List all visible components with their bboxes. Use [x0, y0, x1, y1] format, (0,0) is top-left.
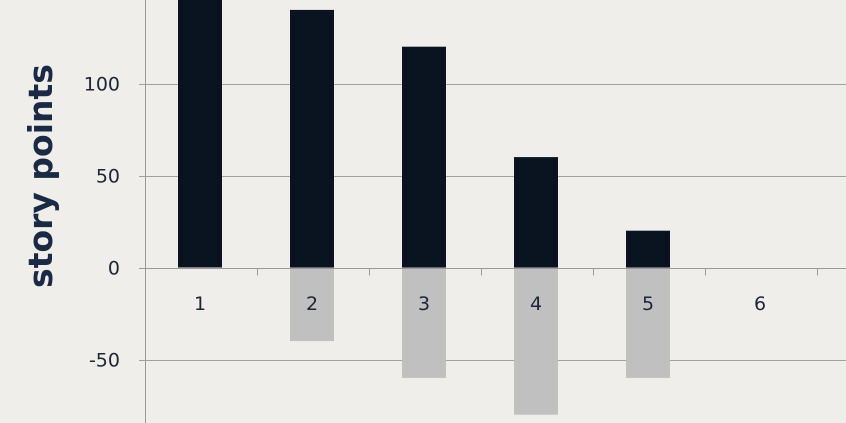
axes — [139, 0, 846, 423]
bar-series-2-cat-2 — [290, 267, 334, 342]
tick-labels: 100 50 0 -50 1 2 3 4 5 6 — [84, 74, 766, 372]
bar-series-1-cat-1 — [178, 0, 222, 268]
bars — [178, 0, 670, 415]
bar-series-2-cat-5 — [626, 267, 670, 378]
x-tick-label: 1 — [194, 293, 206, 315]
y-tick-label: 50 — [96, 166, 120, 188]
x-tick-label: 3 — [418, 293, 430, 315]
gridlines — [139, 84, 846, 361]
y-tick-label: 0 — [108, 258, 120, 280]
y-tick-label: 100 — [84, 74, 120, 96]
bar-series-1-cat-3 — [402, 46, 446, 268]
bar-series-1-cat-4 — [514, 157, 558, 268]
bar-series-2-cat-3 — [402, 267, 446, 378]
x-tick-label: 2 — [306, 293, 318, 315]
x-tick-label: 6 — [754, 293, 766, 315]
bar-series-1-cat-2 — [290, 9, 334, 268]
y-tick-label: -50 — [89, 350, 120, 372]
bar-series-2-cat-4 — [514, 267, 558, 415]
bar-series-1-cat-5 — [626, 230, 670, 268]
y-axis-title: story points — [21, 64, 60, 288]
x-tick-label: 4 — [530, 293, 542, 315]
x-tick-label: 5 — [642, 293, 654, 315]
